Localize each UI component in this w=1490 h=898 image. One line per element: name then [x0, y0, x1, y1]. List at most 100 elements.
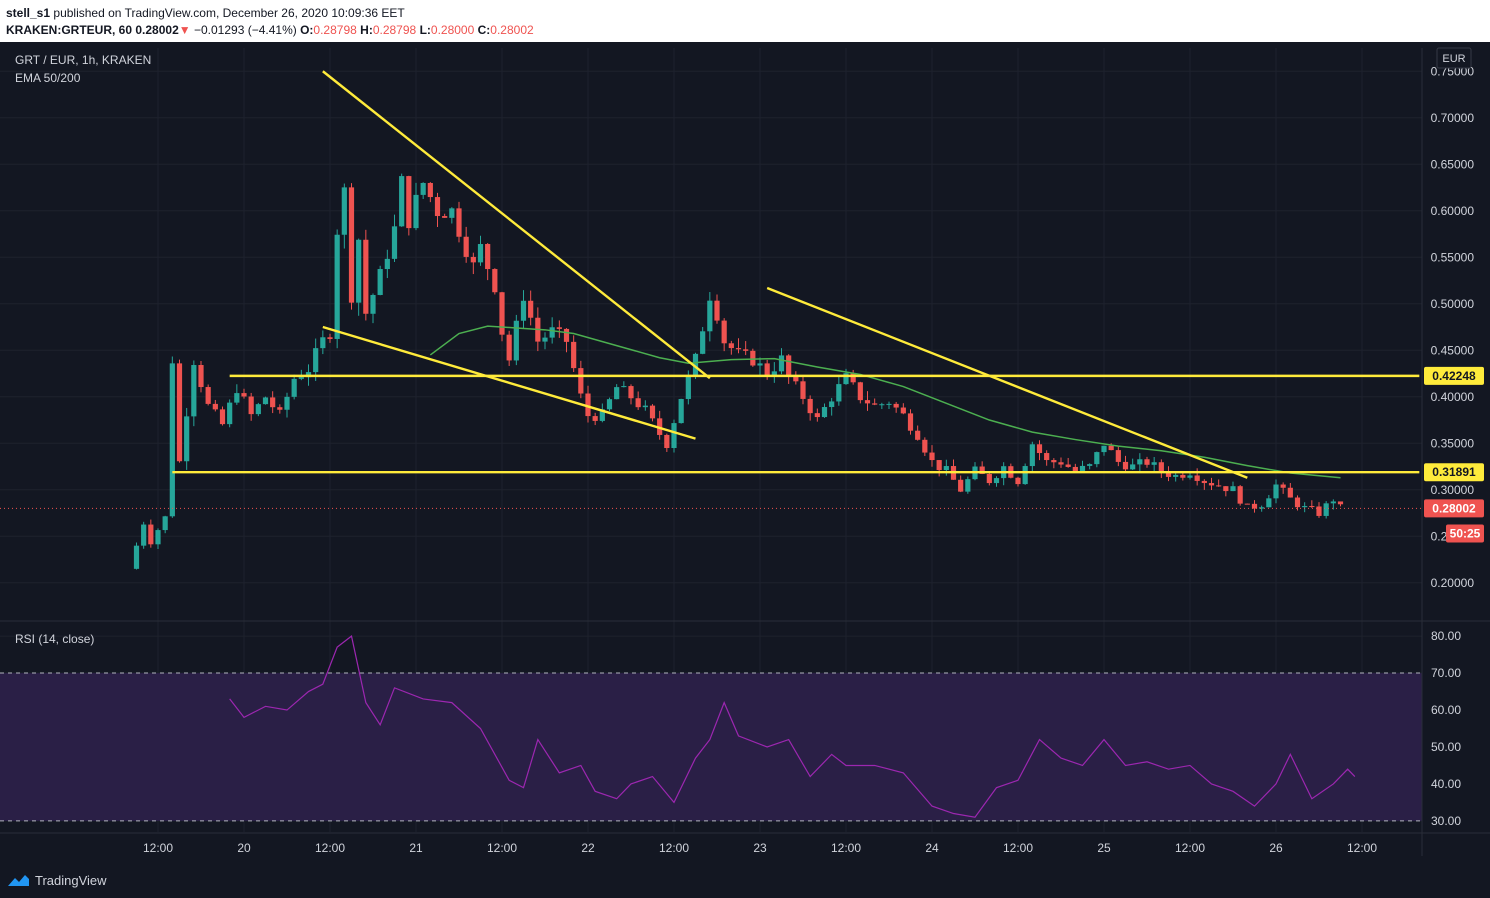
candle-body[interactable] [320, 337, 326, 349]
candle-body[interactable] [499, 292, 505, 335]
trendline[interactable] [322, 70, 711, 380]
candle-body[interactable] [1036, 444, 1043, 454]
candle-body[interactable] [735, 348, 742, 350]
candle-body[interactable] [133, 545, 140, 569]
candle-body[interactable] [757, 363, 763, 366]
candle-body[interactable] [384, 258, 390, 270]
candle-body[interactable] [1194, 475, 1200, 481]
candle-body[interactable] [1323, 503, 1329, 516]
candle-body[interactable] [148, 524, 154, 545]
candle-body[interactable] [1294, 497, 1301, 508]
candle-body[interactable] [327, 337, 333, 339]
candle-body[interactable] [1230, 486, 1236, 492]
candle-body[interactable] [391, 226, 398, 259]
candle-body[interactable] [334, 234, 340, 339]
candle-body[interactable] [399, 176, 405, 227]
candle-body[interactable] [341, 187, 347, 235]
candle-body[interactable] [513, 320, 519, 361]
candle-body[interactable] [1337, 501, 1344, 505]
candle-body[interactable] [986, 473, 992, 484]
candle-body[interactable] [649, 405, 656, 419]
candle-body[interactable] [363, 239, 369, 314]
candle-body[interactable] [1330, 501, 1336, 504]
candle-body[interactable] [1237, 486, 1243, 504]
candle-body[interactable] [728, 343, 734, 349]
candle-body[interactable] [270, 397, 276, 408]
candle-body[interactable] [771, 371, 777, 377]
candle-body[interactable] [1151, 462, 1157, 465]
candle-body[interactable] [793, 377, 799, 382]
candle-body[interactable] [778, 355, 785, 372]
candle-body[interactable] [635, 398, 641, 408]
candle-body[interactable] [370, 294, 376, 314]
candle-body[interactable] [879, 404, 885, 406]
candle-body[interactable] [477, 244, 484, 263]
candle-body[interactable] [1079, 465, 1086, 472]
candle-body[interactable] [563, 328, 570, 342]
candle-body[interactable] [907, 413, 914, 431]
candle-body[interactable] [1208, 483, 1215, 486]
candle-body[interactable] [599, 409, 605, 421]
candle-body[interactable] [556, 327, 562, 329]
candle-body[interactable] [1280, 484, 1286, 488]
candle-body[interactable] [291, 378, 297, 397]
candle-body[interactable] [413, 194, 419, 229]
candle-body[interactable] [1058, 462, 1064, 465]
candle-body[interactable] [886, 403, 892, 405]
candle-body[interactable] [714, 300, 720, 321]
candle-body[interactable] [241, 393, 247, 397]
candle-body[interactable] [141, 524, 147, 546]
candle-body[interactable] [234, 393, 240, 403]
candle-body[interactable] [212, 403, 218, 410]
pair-legend[interactable]: GRT / EUR, 1h, KRAKEN [15, 53, 151, 67]
candle-body[interactable] [442, 216, 448, 218]
candle-body[interactable] [571, 341, 577, 369]
candle-body[interactable] [248, 396, 254, 415]
candle-body[interactable] [176, 363, 183, 462]
candle-body[interactable] [864, 400, 871, 404]
candle-body[interactable] [1022, 466, 1028, 485]
candle-body[interactable] [1259, 507, 1265, 509]
candle-body[interactable] [1108, 445, 1114, 451]
candle-body[interactable] [829, 401, 835, 408]
candle-body[interactable] [965, 479, 971, 492]
candle-body[interactable] [1094, 452, 1100, 465]
candle-body[interactable] [1180, 474, 1186, 478]
candle-body[interactable] [520, 300, 527, 321]
candle-body[interactable] [678, 398, 684, 424]
candle-body[interactable] [277, 407, 283, 410]
candle-body[interactable] [1173, 474, 1179, 477]
candle-body[interactable] [606, 399, 613, 410]
candle-body[interactable] [485, 244, 491, 270]
candle-body[interactable] [958, 479, 964, 492]
candle-body[interactable] [219, 409, 226, 425]
candle-body[interactable] [198, 365, 204, 388]
candle-body[interactable] [406, 176, 412, 229]
candle-body[interactable] [900, 407, 906, 414]
candle-body[interactable] [578, 368, 584, 394]
candle-body[interactable] [592, 416, 598, 421]
currency-label[interactable]: EUR [1442, 53, 1465, 65]
candle-body[interactable] [470, 256, 476, 263]
candle-body[interactable] [979, 466, 985, 474]
candle-body[interactable] [305, 372, 312, 378]
candle-body[interactable] [707, 300, 713, 332]
candle-body[interactable] [850, 373, 856, 383]
candle-body[interactable] [857, 382, 863, 401]
candle-body[interactable] [313, 348, 319, 373]
candle-body[interactable] [922, 439, 928, 453]
candle-body[interactable] [1029, 444, 1035, 467]
candle-body[interactable] [936, 460, 942, 471]
candle-body[interactable] [943, 466, 949, 471]
candle-body[interactable] [1101, 445, 1107, 453]
candle-body[interactable] [800, 381, 806, 399]
rsi-line[interactable] [229, 635, 1356, 818]
publisher-name[interactable]: stell_s1 [6, 6, 51, 20]
candle-body[interactable] [1065, 464, 1071, 467]
candle-body[interactable] [1302, 506, 1308, 508]
candle-body[interactable] [1201, 480, 1207, 484]
candle-body[interactable] [1316, 506, 1322, 516]
candle-body[interactable] [836, 384, 842, 402]
candle-body[interactable] [456, 208, 462, 237]
candle-body[interactable] [356, 239, 362, 303]
